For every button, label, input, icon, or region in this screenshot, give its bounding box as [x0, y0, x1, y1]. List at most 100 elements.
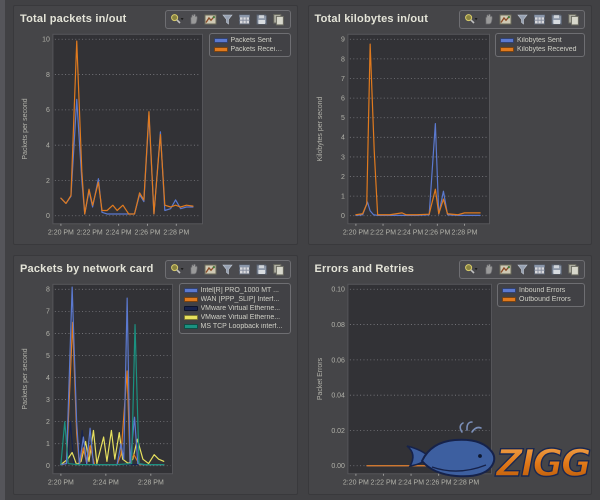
save-icon[interactable] — [549, 263, 563, 276]
svg-text:4: 4 — [46, 375, 50, 382]
pan-icon[interactable] — [187, 263, 201, 276]
copy-icon[interactable] — [566, 263, 580, 276]
panel-header: Packets by network card — [20, 259, 291, 279]
legend-label: Inbound Errors — [519, 287, 566, 294]
filter-icon[interactable] — [221, 13, 235, 26]
svg-text:7: 7 — [341, 76, 345, 83]
filter-icon[interactable] — [515, 263, 529, 276]
save-icon[interactable] — [255, 13, 269, 26]
table-icon[interactable] — [532, 263, 546, 276]
svg-text:2:20 PM: 2:20 PM — [342, 480, 368, 487]
errors-retries-chart[interactable]: 0.000.020.040.060.080.102:20 PM 2:22 PM 2:… — [315, 280, 496, 490]
svg-text:1: 1 — [341, 194, 345, 201]
svg-text:2:22 PM: 2:22 PM — [77, 230, 103, 237]
zoom-icon[interactable] — [464, 263, 478, 276]
zoom-icon[interactable] — [464, 13, 478, 26]
legend-swatch — [500, 47, 514, 52]
svg-text:2: 2 — [46, 419, 50, 426]
svg-text:2:22 PM: 2:22 PM — [370, 230, 396, 237]
svg-text:2:28 PM: 2:28 PM — [453, 480, 479, 487]
svg-text:2:24 PM: 2:24 PM — [397, 230, 423, 237]
save-icon[interactable] — [255, 263, 269, 276]
panel-header: Errors and Retries — [314, 259, 585, 279]
zoom-icon[interactable] — [170, 263, 184, 276]
chart-style-icon[interactable] — [498, 13, 512, 26]
panel-title: Errors and Retries — [314, 263, 415, 275]
panel-header: Total packets in/out — [20, 9, 291, 29]
filter-icon[interactable] — [515, 13, 529, 26]
svg-text:2:26 PM: 2:26 PM — [425, 480, 451, 487]
svg-text:0.04: 0.04 — [331, 393, 345, 400]
copy-icon[interactable] — [272, 13, 286, 26]
svg-text:6: 6 — [341, 95, 345, 102]
svg-text:6: 6 — [46, 331, 50, 338]
chart-grid: Total packets in/out 0 2 4 6 8 10 2:20 PM 2:22 … — [13, 5, 592, 495]
svg-text:2:26 PM: 2:26 PM — [134, 230, 160, 237]
copy-icon[interactable] — [272, 263, 286, 276]
svg-text:0.08: 0.08 — [331, 322, 345, 329]
svg-text:2:24 PM: 2:24 PM — [93, 480, 119, 487]
legend-label: Intel[R] PRO_1000 MT ... — [200, 287, 279, 294]
chart-style-icon[interactable] — [204, 13, 218, 26]
chart-area: 0 1 2 3 4 5 6 7 8 2:20 PM 2:24 PM 2:28 PM Packets pe… — [20, 280, 291, 490]
legend-label: Packets Sent — [230, 37, 272, 44]
legend-label: MS TCP Loopback interf... — [200, 323, 283, 330]
svg-text:Kilobytes per second: Kilobytes per second — [316, 97, 323, 162]
svg-text:2:20 PM: 2:20 PM — [48, 230, 74, 237]
svg-text:0.06: 0.06 — [331, 357, 345, 364]
chart-area: 0.00 0.02 0.04 0.06 0.08 0.10 2:20 PM 2:22 PM 2:… — [315, 280, 585, 490]
legend-label: Kilobytes Received — [517, 46, 577, 53]
packets-inout-chart[interactable]: 0 2 4 6 8 10 2:20 PM 2:22 PM 2:24 PM 2:26 PM 2:28 … — [20, 30, 207, 240]
legend-swatch — [183, 324, 198, 329]
svg-text:8: 8 — [341, 56, 345, 63]
legend: Intel[R] PRO_1000 MT ... WAN [PPP_SLIP] I… — [178, 283, 291, 334]
save-icon[interactable] — [549, 13, 563, 26]
legend: Packets Sent Packets Received — [208, 33, 291, 57]
legend-item: Inbound Errors — [502, 287, 580, 294]
legend-label: WAN [PPP_SLIP] Interf... — [200, 296, 280, 303]
legend-item: WAN [PPP_SLIP] Interf... — [183, 296, 286, 303]
svg-text:5: 5 — [46, 353, 50, 360]
pan-icon[interactable] — [481, 263, 495, 276]
chart-area: 0 2 4 6 8 10 2:20 PM 2:22 PM 2:24 PM 2:26 PM 2:28 … — [20, 30, 291, 240]
svg-text:0: 0 — [46, 213, 50, 220]
legend-item: Packets Received — [213, 46, 286, 53]
legend: Inbound Errors Outbound Errors — [497, 283, 585, 307]
legend-swatch — [183, 297, 198, 302]
packets-by-card-chart[interactable]: 0 1 2 3 4 5 6 7 8 2:20 PM 2:24 PM 2:28 PM Packets pe… — [20, 280, 177, 490]
legend-label: Kilobytes Sent — [517, 37, 562, 44]
copy-icon[interactable] — [566, 13, 580, 26]
legend-item: VMware Virtual Etherne... — [183, 305, 286, 312]
table-icon[interactable] — [238, 263, 252, 276]
svg-text:9: 9 — [341, 37, 345, 44]
panel-errors-retries: Errors and Retries 0.00 0.02 0.04 0.06 0.08 0… — [307, 255, 592, 495]
kilobytes-inout-chart[interactable]: 0 1 2 3 4 5 6 7 8 9 2:20 PM 2:22 PM 2:24 PM 2:26 PM 2:… — [315, 30, 494, 240]
legend-item: VMware Virtual Etherne... — [183, 314, 286, 321]
legend-label: Packets Received — [230, 46, 286, 53]
zoom-icon[interactable] — [170, 13, 184, 26]
panel-title: Total packets in/out — [20, 13, 127, 25]
pan-icon[interactable] — [481, 13, 495, 26]
legend-swatch — [500, 38, 514, 43]
filter-icon[interactable] — [221, 263, 235, 276]
svg-text:3: 3 — [341, 154, 345, 161]
svg-text:7: 7 — [46, 309, 50, 316]
chart-style-icon[interactable] — [498, 263, 512, 276]
chart-style-icon[interactable] — [204, 263, 218, 276]
chart-toolbar — [459, 259, 585, 279]
table-icon[interactable] — [238, 13, 252, 26]
pan-icon[interactable] — [187, 13, 201, 26]
svg-text:2:28 PM: 2:28 PM — [138, 480, 164, 487]
panel-packets-by-card: Packets by network card 0 1 2 3 4 5 6 7 8 2:20 PM… — [13, 255, 298, 495]
legend-swatch — [502, 297, 516, 302]
svg-text:2:28 PM: 2:28 PM — [451, 230, 477, 237]
legend-swatch — [183, 315, 198, 320]
svg-text:2:24 PM: 2:24 PM — [398, 480, 424, 487]
table-icon[interactable] — [532, 13, 546, 26]
legend-item: Outbound Errors — [502, 296, 580, 303]
svg-text:0: 0 — [341, 213, 345, 220]
svg-text:Packets per second: Packets per second — [22, 98, 29, 159]
legend-item: Kilobytes Sent — [500, 37, 580, 44]
legend-swatch — [183, 306, 198, 311]
